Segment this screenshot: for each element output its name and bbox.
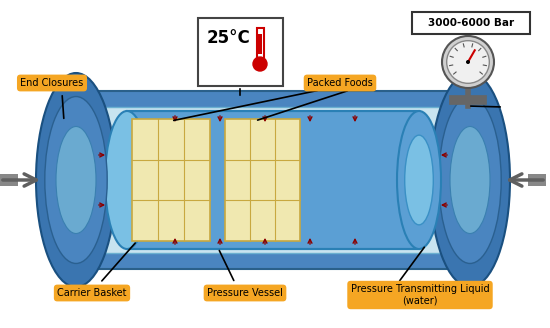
Text: 3000-6000 Bar: 3000-6000 Bar	[428, 18, 514, 28]
Bar	[256, 28, 263, 62]
Bar	[528, 174, 546, 186]
Ellipse shape	[450, 127, 490, 234]
Ellipse shape	[430, 73, 510, 287]
Ellipse shape	[56, 127, 96, 234]
Bar	[412, 12, 530, 34]
Bar	[132, 119, 210, 241]
Text: 25°C: 25°C	[206, 29, 250, 47]
Bar	[90, 107, 456, 253]
Ellipse shape	[405, 135, 433, 225]
Text: Pressure Vessel: Pressure Vessel	[207, 288, 283, 298]
Text: Carrier Basket: Carrier Basket	[57, 288, 126, 298]
Ellipse shape	[45, 96, 107, 263]
Circle shape	[466, 60, 470, 64]
Bar	[258, 34, 262, 54]
Ellipse shape	[439, 96, 501, 263]
Bar	[198, 18, 283, 86]
Bar	[68, 165, 84, 195]
Circle shape	[253, 57, 267, 71]
FancyBboxPatch shape	[74, 91, 472, 269]
Bar	[0, 174, 18, 186]
Ellipse shape	[105, 111, 149, 249]
Text: End Closures: End Closures	[20, 78, 84, 88]
Circle shape	[447, 41, 490, 83]
Bar	[127, 111, 419, 249]
Ellipse shape	[36, 73, 116, 287]
Text: Packed Foods: Packed Foods	[307, 78, 373, 88]
Bar	[225, 119, 300, 241]
Ellipse shape	[397, 111, 441, 249]
Text: Pressure Transmitting Liquid
(water): Pressure Transmitting Liquid (water)	[351, 284, 490, 306]
Bar	[462, 165, 478, 195]
Circle shape	[442, 36, 494, 88]
